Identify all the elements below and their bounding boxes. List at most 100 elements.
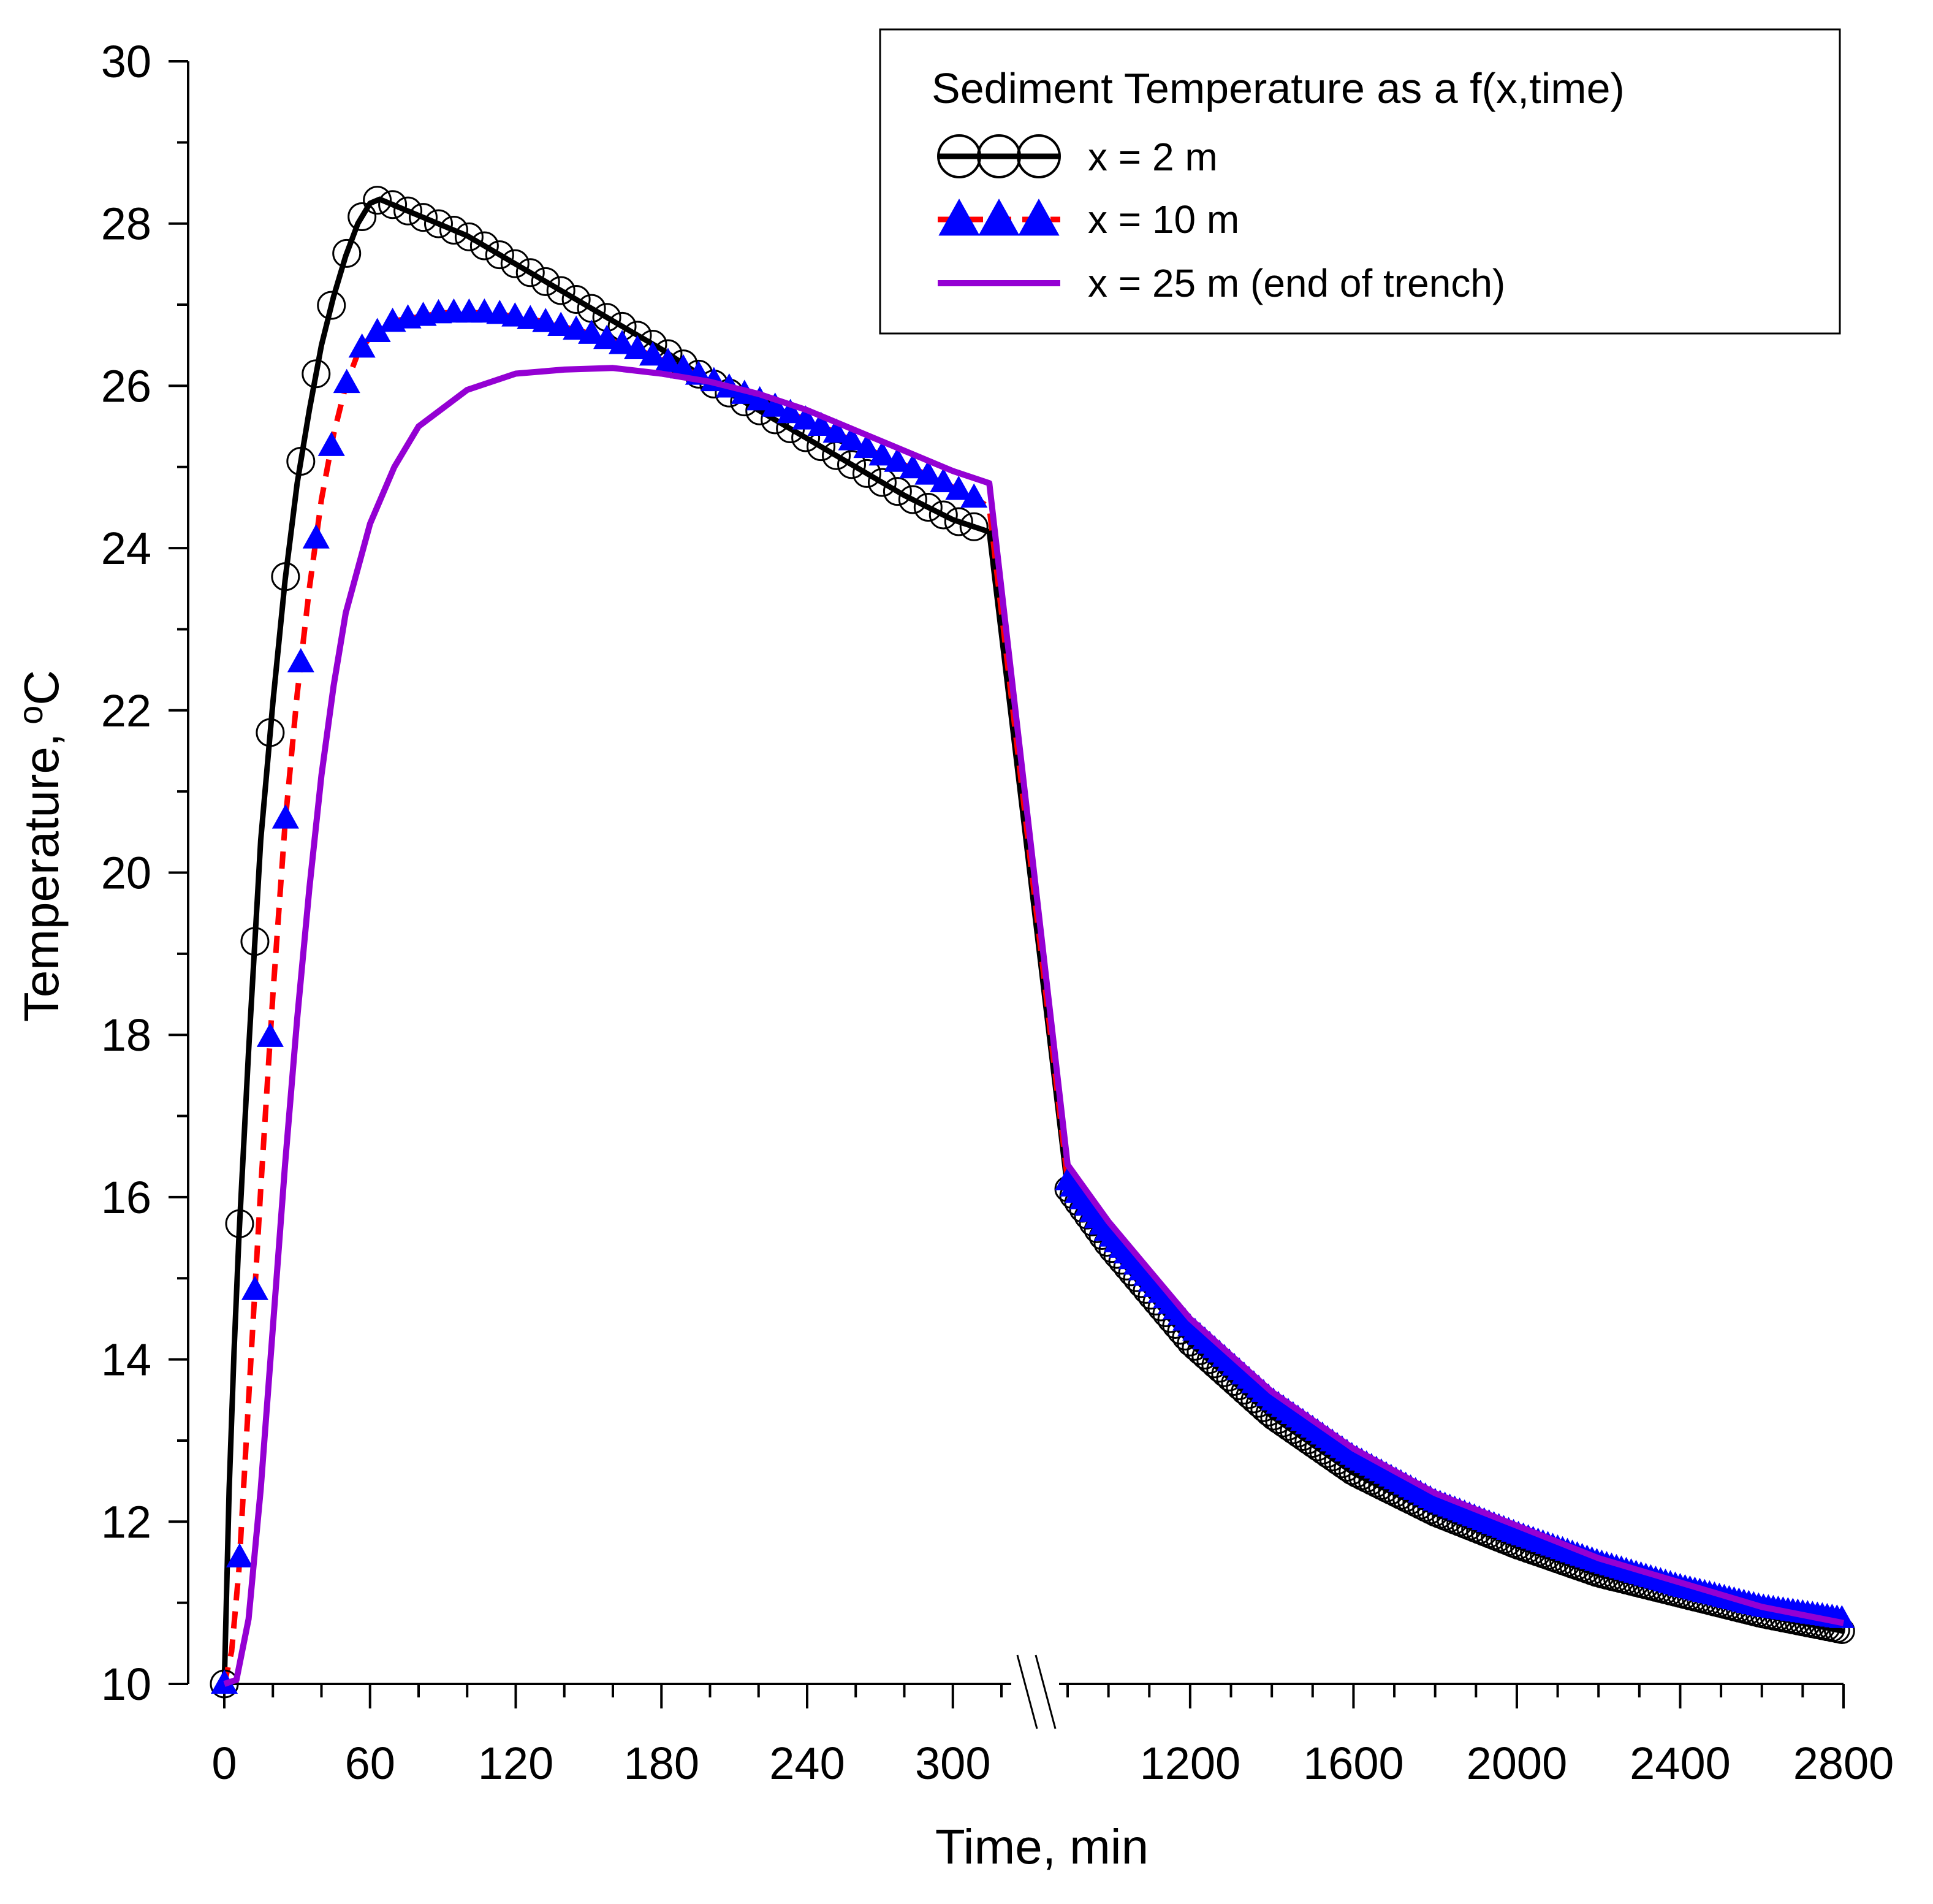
y-tick-label: 30 [101,36,151,87]
y-tick-label: 16 [101,1172,151,1223]
series-x10m-marker [623,335,651,359]
legend-label-x2m: x = 2 m [1088,135,1218,179]
series-x10m-marker [226,1543,254,1567]
y-axis-title-main: Temperature, [14,733,69,1022]
series-x10m-marker [348,333,376,358]
x-axis-title: Time, min [935,1819,1149,1874]
legend-swatch-marker [1017,134,1061,178]
series-x2m-marker [332,238,362,268]
y-tick-label: 28 [101,199,151,249]
series-x10m-marker [669,354,697,379]
series-x10m-marker [593,324,621,349]
legend: Sediment Temperature as a f(x,time) x = 2… [879,28,1841,335]
series-x10m-marker [517,305,544,329]
legend-title: Sediment Temperature as a f(x,time) [932,64,1625,112]
series-x2m-marker [378,190,408,219]
y-tick-label: 12 [101,1496,151,1547]
series-x10m-marker [272,804,299,829]
series-x2m-marker [454,222,484,251]
series-x2m-marker [515,258,545,288]
series-x10m-marker [930,468,957,493]
series-x2m-marker [423,209,453,238]
series-x2m-marker [546,276,575,305]
series-x10m-marker [241,1276,268,1300]
series-x2m-marker [439,215,468,245]
series-x2m-marker [317,291,346,320]
y-axis-title: Temperature, oC [11,670,69,1022]
series-x10m-marker [333,368,360,394]
series-x2m-marker [302,359,331,389]
series-x10m-marker [838,426,865,451]
series-x10m-marker [945,476,973,500]
y-axis-title-unit: C [14,670,69,706]
y-tick-label: 10 [101,1659,151,1710]
series-x10m-marker [914,460,942,485]
x-tick-label: 180 [624,1738,699,1789]
series-x10m-marker [807,411,835,436]
x-tick-label: 2800 [1793,1738,1894,1789]
legend-label-x10m: x = 10 m [1088,197,1239,242]
series-x2m-marker [256,718,285,747]
y-tick-label: 14 [101,1335,151,1385]
series-x2m-marker [409,203,438,232]
series-x2m-marker [271,562,300,592]
x-tick-label: 1600 [1303,1738,1404,1789]
x-tick-label: 120 [478,1738,553,1789]
series-x2m-marker [469,231,499,261]
series-x10m-marker [792,405,819,430]
legend-swatch-marker [977,134,1021,178]
series-x2m-marker [240,927,270,956]
x-tick-label: 0 [211,1738,237,1789]
series-x2m-marker [393,196,423,226]
x-tick-label: 60 [345,1738,395,1789]
axis-break-mark [1016,1655,1038,1729]
series-x10m-marker [317,432,345,456]
series-x2m-marker [883,477,912,506]
series-x10m-marker [853,433,881,459]
legend-swatch-marker [978,199,1020,236]
series-x2m-marker [531,267,560,296]
series-x10m-marker [547,311,575,337]
series-x2m-marker [913,493,943,522]
series-x10m-marker [822,418,850,443]
series-x2m-marker [837,450,867,479]
series-x10m-marker [578,319,606,344]
x-tick-label: 240 [769,1738,845,1789]
legend-swatch-marker [938,199,980,236]
x-tick-label: 300 [915,1738,990,1789]
series-x10m-marker [302,524,330,549]
series-x10m-marker [654,348,682,372]
markers-layer [210,186,1855,1699]
series-x2m-marker [852,459,881,488]
series-x10m-marker [746,386,773,411]
series-x10m-marker [287,648,314,672]
x-tick-label: 1200 [1140,1738,1241,1789]
series-x10m-marker [761,392,789,417]
legend-label-x25m: x = 25 m (end of trench) [1088,261,1505,305]
x-tick-label: 2000 [1467,1738,1568,1789]
series-x10m-marker [868,441,896,466]
series-x10m-marker [960,483,988,508]
x-tick-label: 2400 [1630,1738,1731,1789]
y-tick-label: 22 [101,685,151,736]
y-tick-label: 24 [101,523,151,574]
series-x10m-marker [563,315,590,340]
series-x10m-marker [777,398,804,424]
series-x2m-marker [286,446,316,476]
series-x25m-line [223,365,1844,1687]
series-x2m-marker [898,485,927,514]
series-x10m-marker [884,447,911,472]
series-x10m-marker [363,318,391,343]
series-x2m-marker [225,1209,254,1238]
series-x2m-marker [959,512,989,541]
series-x10m-marker [899,454,927,479]
series-x2m-marker [929,500,958,530]
legend-swatch-marker [937,134,981,178]
series-x2m-marker [867,468,897,497]
series-x2m-marker [561,285,591,314]
series-x2m-marker [363,186,392,215]
series-x2m-marker [944,507,973,536]
series-x2m-marker [347,202,377,231]
